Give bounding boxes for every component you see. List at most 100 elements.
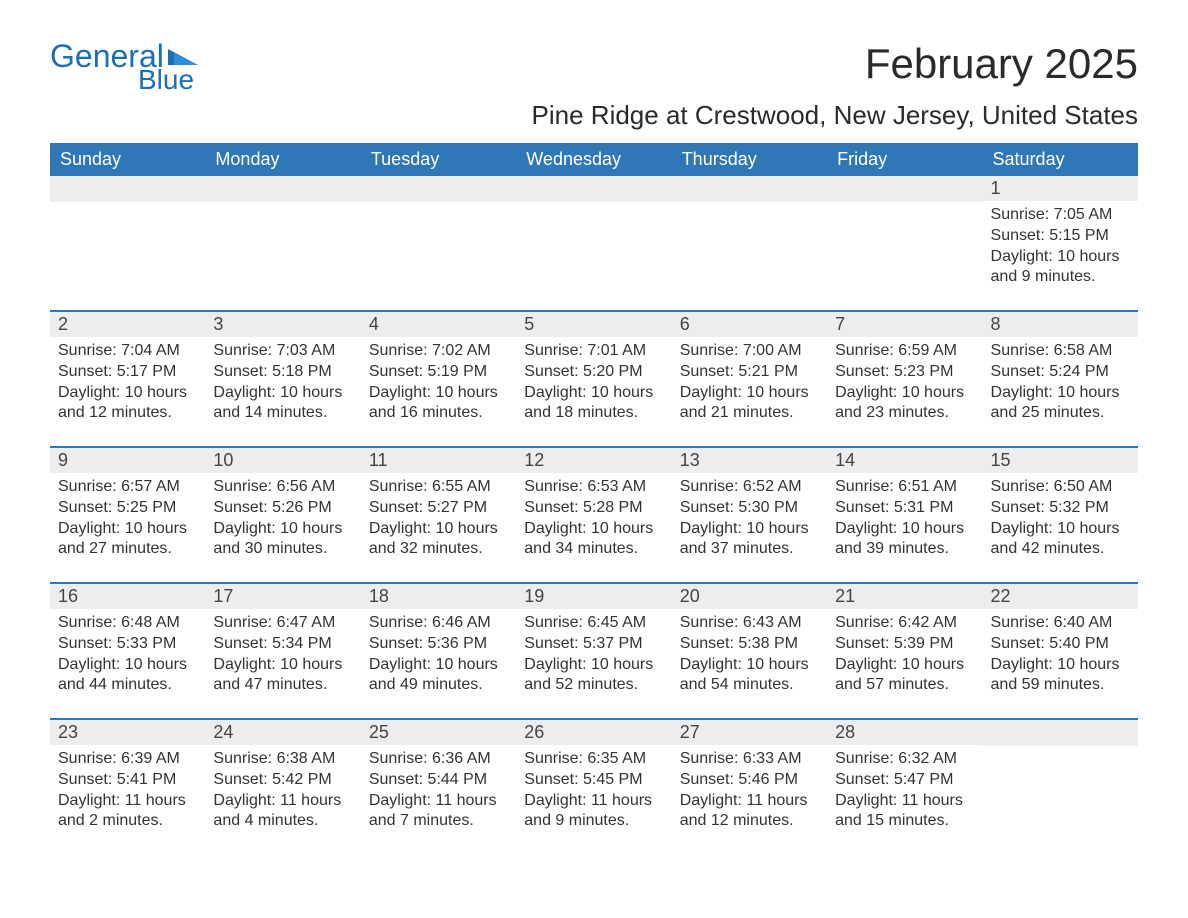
day-body: Sunrise: 6:42 AMSunset: 5:39 PMDaylight:… xyxy=(827,609,982,700)
day-body xyxy=(205,202,360,210)
day-cell: 7Sunrise: 6:59 AMSunset: 5:23 PMDaylight… xyxy=(827,312,982,430)
day-number: 24 xyxy=(205,720,360,745)
day-body: Sunrise: 6:35 AMSunset: 5:45 PMDaylight:… xyxy=(516,745,671,836)
header: General Blue February 2025 xyxy=(50,40,1138,94)
daylight-text: Daylight: 11 hours and 4 minutes. xyxy=(213,791,352,833)
day-cell: 9Sunrise: 6:57 AMSunset: 5:25 PMDaylight… xyxy=(50,448,205,566)
day-cell: 8Sunrise: 6:58 AMSunset: 5:24 PMDaylight… xyxy=(983,312,1138,430)
sunrise-text: Sunrise: 6:55 AM xyxy=(369,477,508,498)
dow-cell: Thursday xyxy=(672,143,827,176)
day-cell: 12Sunrise: 6:53 AMSunset: 5:28 PMDayligh… xyxy=(516,448,671,566)
daylight-text: Daylight: 10 hours and 42 minutes. xyxy=(991,519,1130,561)
day-body: Sunrise: 6:40 AMSunset: 5:40 PMDaylight:… xyxy=(983,609,1138,700)
day-number xyxy=(50,176,205,202)
day-body: Sunrise: 7:05 AMSunset: 5:15 PMDaylight:… xyxy=(983,201,1138,292)
daylight-text: Daylight: 10 hours and 30 minutes. xyxy=(213,519,352,561)
sunrise-text: Sunrise: 6:40 AM xyxy=(991,613,1130,634)
sunset-text: Sunset: 5:20 PM xyxy=(524,362,663,383)
day-body: Sunrise: 6:36 AMSunset: 5:44 PMDaylight:… xyxy=(361,745,516,836)
day-cell: 24Sunrise: 6:38 AMSunset: 5:42 PMDayligh… xyxy=(205,720,360,838)
sunset-text: Sunset: 5:33 PM xyxy=(58,634,197,655)
daylight-text: Daylight: 10 hours and 27 minutes. xyxy=(58,519,197,561)
day-cell: 2Sunrise: 7:04 AMSunset: 5:17 PMDaylight… xyxy=(50,312,205,430)
day-body xyxy=(516,202,671,210)
day-number: 10 xyxy=(205,448,360,473)
sunset-text: Sunset: 5:19 PM xyxy=(369,362,508,383)
day-body: Sunrise: 6:47 AMSunset: 5:34 PMDaylight:… xyxy=(205,609,360,700)
day-cell: 26Sunrise: 6:35 AMSunset: 5:45 PMDayligh… xyxy=(516,720,671,838)
sunset-text: Sunset: 5:25 PM xyxy=(58,498,197,519)
day-cell: 4 Sunrise: 7:02 AMSunset: 5:19 PMDaylight… xyxy=(361,312,516,430)
daylight-text: Daylight: 11 hours and 2 minutes. xyxy=(58,791,197,833)
day-cell: 14Sunrise: 6:51 AMSunset: 5:31 PMDayligh… xyxy=(827,448,982,566)
day-cell xyxy=(205,176,360,294)
day-body: Sunrise: 6:46 AMSunset: 5:36 PMDaylight:… xyxy=(361,609,516,700)
day-body: Sunrise: 6:39 AMSunset: 5:41 PMDaylight:… xyxy=(50,745,205,836)
day-number: 14 xyxy=(827,448,982,473)
day-cell: 5Sunrise: 7:01 AMSunset: 5:20 PMDaylight… xyxy=(516,312,671,430)
day-cell: 6Sunrise: 7:00 AMSunset: 5:21 PMDaylight… xyxy=(672,312,827,430)
day-number: 4 xyxy=(361,312,516,337)
day-number: 28 xyxy=(827,720,982,745)
calendar-week: 1Sunrise: 7:05 AMSunset: 5:15 PMDaylight… xyxy=(50,176,1138,294)
day-body: Sunrise: 6:56 AMSunset: 5:26 PMDaylight:… xyxy=(205,473,360,564)
day-body: Sunrise: 7:00 AMSunset: 5:21 PMDaylight:… xyxy=(672,337,827,428)
dow-cell: Sunday xyxy=(50,143,205,176)
sunrise-text: Sunrise: 7:05 AM xyxy=(991,205,1130,226)
daylight-text: Daylight: 10 hours and 59 minutes. xyxy=(991,655,1130,697)
sunrise-text: Sunrise: 6:35 AM xyxy=(524,749,663,770)
day-cell: 3Sunrise: 7:03 AMSunset: 5:18 PMDaylight… xyxy=(205,312,360,430)
daylight-text: Daylight: 10 hours and 39 minutes. xyxy=(835,519,974,561)
daylight-text: Daylight: 10 hours and 44 minutes. xyxy=(58,655,197,697)
day-body: Sunrise: 6:58 AMSunset: 5:24 PMDaylight:… xyxy=(983,337,1138,428)
daylight-text: Daylight: 10 hours and 25 minutes. xyxy=(991,383,1130,425)
daylight-text: Daylight: 10 hours and 16 minutes. xyxy=(369,383,508,425)
daylight-text: Daylight: 10 hours and 9 minutes. xyxy=(991,247,1130,289)
day-cell: 10Sunrise: 6:56 AMSunset: 5:26 PMDayligh… xyxy=(205,448,360,566)
day-cell: 25Sunrise: 6:36 AMSunset: 5:44 PMDayligh… xyxy=(361,720,516,838)
day-body: Sunrise: 7:01 AMSunset: 5:20 PMDaylight:… xyxy=(516,337,671,428)
day-cell xyxy=(983,720,1138,838)
sunset-text: Sunset: 5:23 PM xyxy=(835,362,974,383)
sunrise-text: Sunrise: 6:39 AM xyxy=(58,749,197,770)
day-number: 5 xyxy=(516,312,671,337)
sunset-text: Sunset: 5:38 PM xyxy=(680,634,819,655)
sunset-text: Sunset: 5:18 PM xyxy=(213,362,352,383)
day-body: Sunrise: 6:32 AMSunset: 5:47 PMDaylight:… xyxy=(827,745,982,836)
sunrise-text: Sunrise: 7:04 AM xyxy=(58,341,197,362)
sunrise-text: Sunrise: 6:51 AM xyxy=(835,477,974,498)
day-number: 17 xyxy=(205,584,360,609)
dow-cell: Wednesday xyxy=(516,143,671,176)
sunrise-text: Sunrise: 6:43 AM xyxy=(680,613,819,634)
daylight-text: Daylight: 10 hours and 34 minutes. xyxy=(524,519,663,561)
sunset-text: Sunset: 5:47 PM xyxy=(835,770,974,791)
day-number xyxy=(361,176,516,202)
sunset-text: Sunset: 5:24 PM xyxy=(991,362,1130,383)
sunset-text: Sunset: 5:26 PM xyxy=(213,498,352,519)
sunset-text: Sunset: 5:15 PM xyxy=(991,226,1130,247)
day-body: Sunrise: 7:04 AMSunset: 5:17 PMDaylight:… xyxy=(50,337,205,428)
sunrise-text: Sunrise: 6:32 AM xyxy=(835,749,974,770)
daylight-text: Daylight: 10 hours and 12 minutes. xyxy=(58,383,197,425)
sunset-text: Sunset: 5:45 PM xyxy=(524,770,663,791)
day-body xyxy=(672,202,827,210)
day-cell: 11Sunrise: 6:55 AMSunset: 5:27 PMDayligh… xyxy=(361,448,516,566)
location-text: Pine Ridge at Crestwood, New Jersey, Uni… xyxy=(50,100,1138,131)
logo: General Blue xyxy=(50,40,202,94)
daylight-text: Daylight: 10 hours and 54 minutes. xyxy=(680,655,819,697)
sunset-text: Sunset: 5:41 PM xyxy=(58,770,197,791)
logo-text-blue: Blue xyxy=(138,66,202,94)
sunrise-text: Sunrise: 6:38 AM xyxy=(213,749,352,770)
day-number: 16 xyxy=(50,584,205,609)
day-body: Sunrise: 6:50 AMSunset: 5:32 PMDaylight:… xyxy=(983,473,1138,564)
day-number: 25 xyxy=(361,720,516,745)
sunrise-text: Sunrise: 7:02 AM xyxy=(369,341,508,362)
day-number: 26 xyxy=(516,720,671,745)
day-number xyxy=(983,720,1138,746)
day-cell: 23Sunrise: 6:39 AMSunset: 5:41 PMDayligh… xyxy=(50,720,205,838)
day-cell: 22Sunrise: 6:40 AMSunset: 5:40 PMDayligh… xyxy=(983,584,1138,702)
day-body: Sunrise: 6:33 AMSunset: 5:46 PMDaylight:… xyxy=(672,745,827,836)
daylight-text: Daylight: 10 hours and 57 minutes. xyxy=(835,655,974,697)
sunrise-text: Sunrise: 6:57 AM xyxy=(58,477,197,498)
day-cell xyxy=(361,176,516,294)
